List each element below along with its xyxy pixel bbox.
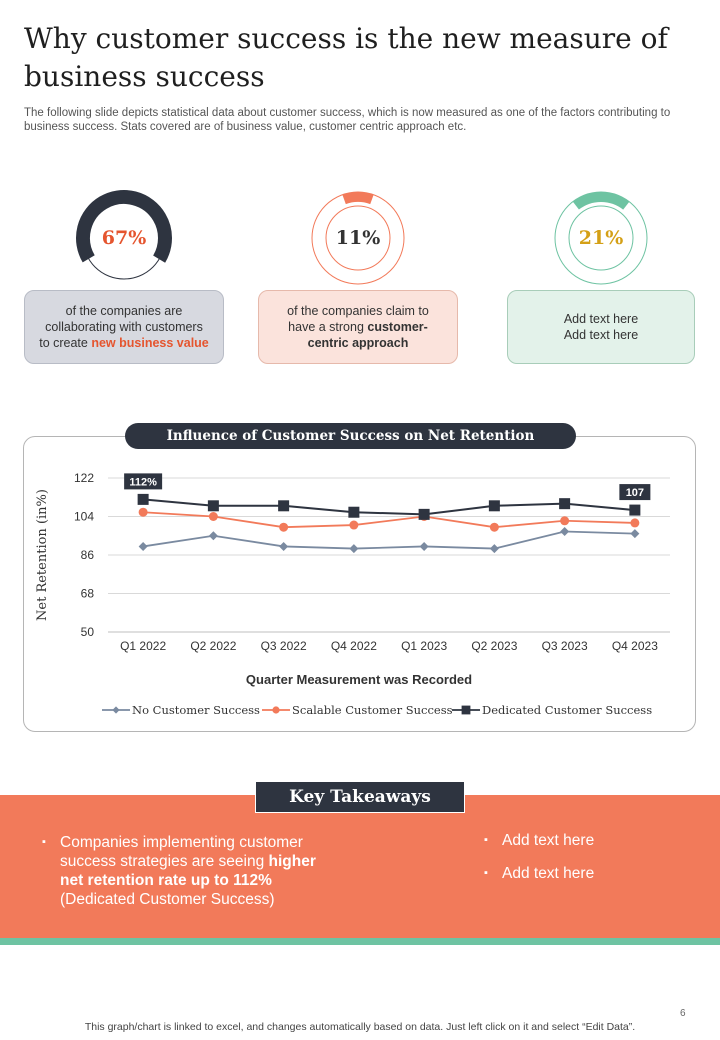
- y-axis-label: Net Retention (in%): [35, 489, 50, 621]
- page-subtitle: The following slide depicts statistical …: [24, 107, 671, 133]
- data-point: [489, 522, 499, 532]
- chart-series: [137, 493, 641, 554]
- data-label-box: [124, 473, 163, 490]
- takeaway-bold-text: higher net retention rate up to 112%: [60, 853, 316, 889]
- takeaway-item: Add text here: [484, 864, 684, 883]
- donut-chart-1: 67%: [74, 188, 174, 288]
- teal-strip: [0, 938, 720, 945]
- key-takeaways-title: Key Takeaways: [255, 781, 465, 813]
- stat-card-3-line-2: Add text here: [563, 328, 639, 342]
- stat-card-1-highlight: new business value: [91, 336, 209, 350]
- legend-label: No Customer Success: [132, 703, 260, 717]
- chart-legend: No Customer Success Scalable Customer Suc…: [102, 703, 652, 717]
- donut-1-value: 67%: [101, 227, 147, 249]
- data-point: [560, 526, 570, 536]
- data-label: 107: [626, 487, 644, 499]
- donut-2-inner-ring: [325, 205, 391, 271]
- takeaway-text-after: (Dedicated Customer Success): [60, 891, 275, 908]
- data-point: [348, 506, 360, 518]
- stat-card-2: of the companies claim to have a strong …: [258, 290, 458, 364]
- donut-2-arc: [312, 192, 404, 284]
- x-tick-label: Q1 2023: [401, 639, 447, 653]
- data-point: [560, 516, 570, 526]
- data-point: [418, 508, 430, 520]
- chart-title: Influence of Customer Success on Net Ret…: [125, 423, 576, 449]
- donut-3-inner-ring: [568, 205, 634, 271]
- y-tick-label: 122: [74, 471, 94, 485]
- footer-note: This graph/chart is linked to excel, and…: [84, 1021, 636, 1033]
- takeaway-item: Companies implementing customer success …: [42, 833, 342, 909]
- takeaways-right-list: Add text here Add text here: [484, 831, 684, 897]
- takeaways-left-list: Companies implementing customer success …: [42, 833, 342, 909]
- x-tick-label: Q2 2022: [190, 639, 236, 653]
- stat-card-3-text: Add text here Add text here: [564, 311, 638, 343]
- data-point: [208, 531, 218, 541]
- y-tick-label: 86: [81, 548, 95, 562]
- page-number: 6: [680, 1008, 686, 1019]
- legend-label: Dedicated Customer Success: [482, 703, 652, 717]
- x-tick-label: Q4 2023: [612, 639, 658, 653]
- data-label-box: [619, 484, 651, 501]
- stat-card-1: of the companies are collaborating with …: [24, 290, 224, 364]
- legend-label: Scalable Customer Success: [292, 703, 453, 717]
- x-tick-label: Q3 2023: [542, 639, 588, 653]
- x-tick-label: Q2 2023: [471, 639, 517, 653]
- data-label: 112%: [129, 476, 157, 488]
- legend-marker: [112, 706, 120, 714]
- donut-3-svg: [554, 191, 648, 285]
- data-point: [349, 520, 359, 530]
- data-point: [138, 541, 148, 551]
- takeaway-text: Companies implementing customer success …: [60, 834, 303, 870]
- x-tick-label: Q4 2022: [331, 639, 377, 653]
- data-point: [629, 504, 641, 516]
- takeaway-item: Add text here: [484, 831, 684, 850]
- chart-annotations: 112% 107: [124, 473, 651, 501]
- stat-card-2-highlight: customer-centric approach: [307, 320, 428, 350]
- series-line-3: [143, 498, 635, 516]
- stat-card-1-body: of the companies are collaborating with …: [39, 304, 203, 350]
- stat-card-3-line-1: Add text here: [563, 312, 639, 326]
- y-tick-label: 68: [81, 587, 95, 601]
- legend-marker: [272, 706, 280, 714]
- y-tick-label: 104: [74, 510, 94, 524]
- stat-card-2-body: of the companies claim to have a strong: [287, 304, 429, 334]
- donut-1-arc: [76, 190, 172, 286]
- donut-chart-2: 11%: [308, 188, 408, 288]
- donut-2-svg: [311, 191, 405, 285]
- series-line-2: [143, 511, 635, 529]
- data-point: [349, 544, 359, 554]
- data-point: [489, 544, 499, 554]
- data-point: [207, 500, 219, 512]
- data-point: [488, 500, 500, 512]
- donut-3-value: 21%: [578, 227, 624, 249]
- data-point: [279, 541, 289, 551]
- donut-chart-3: 21%: [551, 188, 651, 288]
- data-point: [559, 498, 571, 510]
- donut-1-svg: [76, 190, 172, 286]
- y-tick-label: 50: [81, 625, 95, 639]
- data-point: [630, 529, 640, 539]
- data-point: [208, 512, 218, 521]
- x-tick-label: Q3 2022: [261, 639, 307, 653]
- data-point: [419, 541, 429, 551]
- stat-card-3: Add text here Add text here: [507, 290, 695, 364]
- stat-card-1-text: of the companies are collaborating with …: [39, 303, 209, 351]
- legend-marker: [461, 705, 471, 715]
- chart-axes: Net Retention (in%) Quarter Measurement …: [35, 471, 658, 687]
- chart-grid: [108, 477, 670, 633]
- line-chart: Net Retention (in%) Quarter Measurement …: [35, 471, 670, 717]
- data-point: [630, 518, 640, 528]
- stat-card-2-text: of the companies claim to have a strong …: [273, 303, 443, 351]
- series-line-1: [142, 530, 635, 550]
- page-title: Why customer success is the new measure …: [24, 22, 668, 93]
- x-tick-label: Q1 2022: [120, 639, 166, 653]
- donut-2-value: 11%: [335, 227, 381, 249]
- data-point: [279, 522, 289, 532]
- data-point: [137, 493, 149, 505]
- data-point: [278, 500, 290, 512]
- data-point: [138, 507, 148, 517]
- x-axis-label: Quarter Measurement was Recorded: [246, 672, 472, 687]
